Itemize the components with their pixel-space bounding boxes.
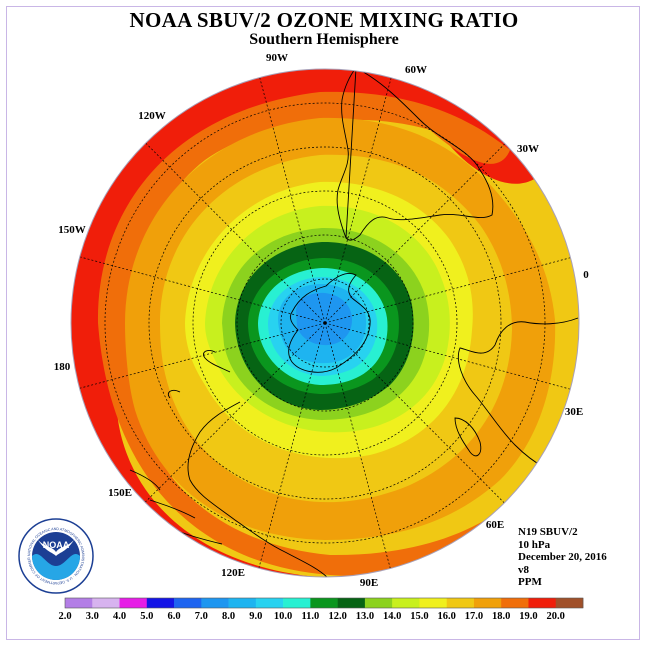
lon-label-0: 0 <box>583 269 589 281</box>
colorbar-tick-label: 7.0 <box>195 611 208 622</box>
colorbar-tick-label: 19.0 <box>519 611 537 622</box>
colorbar-tick-label: 6.0 <box>167 611 180 622</box>
colorbar-swatch <box>283 598 311 608</box>
figure-frame <box>6 6 640 640</box>
coast-australia <box>187 401 329 577</box>
lon-label-150e: 150E <box>108 487 132 499</box>
lon-label-60e: 60E <box>486 519 504 531</box>
graticule <box>104 102 546 544</box>
lon-label-30w: 30W <box>517 143 539 155</box>
lon-label-60w: 60W <box>405 64 427 76</box>
logo-text: NOAA <box>43 540 70 550</box>
lon-label-120e: 120E <box>221 567 245 579</box>
coast-madagascar <box>454 417 482 457</box>
colorbar-swatch <box>501 598 529 608</box>
longitude-labels: 90W 60W 30W 0 30E 60E 90E 120E 150E 180 … <box>54 52 590 589</box>
colorbar-swatch <box>65 598 93 608</box>
lon-label-180: 180 <box>54 361 71 373</box>
colorbar-tick-label: 2.0 <box>58 611 71 622</box>
coast-antarctica <box>288 273 371 373</box>
colorbar-tick-label: 13.0 <box>356 611 374 622</box>
lon-label-120w: 120W <box>138 110 166 122</box>
polar-projection-disc <box>71 69 579 577</box>
ozone-contour-bands <box>71 69 579 577</box>
colorbar-swatch <box>392 598 420 608</box>
colorbar-swatch <box>446 598 475 608</box>
lon-label-90e: 90E <box>360 577 378 589</box>
info-date: December 20, 2016 <box>518 551 607 564</box>
colorbar: 2.0 3.0 4.0 5.0 6.0 7.0 8.0 9.0 10.0 11.0 12.0 13.0… <box>58 597 584 622</box>
colorbar-swatch <box>555 598 584 608</box>
disc-outline <box>70 68 580 578</box>
colorbar-swatch <box>337 598 366 608</box>
colorbar-tick-label: 16.0 <box>437 611 455 622</box>
colorbar-tick-label: 9.0 <box>249 611 262 622</box>
coastlines <box>129 69 579 577</box>
colorbar-swatch <box>146 598 175 608</box>
page-subtitle: Southern Hemisphere <box>249 31 399 48</box>
colorbar-swatch <box>310 598 338 608</box>
colorbar-tick-label: 17.0 <box>465 611 483 622</box>
colorbar-tick-label: 12.0 <box>328 611 346 622</box>
info-block: N19 SBUV/2 10 hPa December 20, 2016 v8 P… <box>518 526 607 589</box>
colorbar-tick-label: 4.0 <box>113 611 126 622</box>
colorbar-swatch <box>473 598 502 608</box>
colorbar-tick-label: 11.0 <box>301 611 319 622</box>
info-units: PPM <box>518 576 542 589</box>
lon-label-150w: 150W <box>58 224 86 236</box>
lon-label-30e: 30E <box>565 406 583 418</box>
colorbar-swatch <box>255 598 284 608</box>
colorbar-swatch <box>92 598 120 608</box>
info-satellite: N19 SBUV/2 <box>518 526 578 538</box>
colorbar-tick-label: 15.0 <box>410 611 428 622</box>
colorbar-swatch <box>528 598 557 608</box>
colorbar-tick-label: 20.0 <box>547 611 565 622</box>
colorbar-swatch <box>364 598 393 608</box>
info-version: v8 <box>518 563 529 576</box>
svg-text:NATIONAL OCEANIC AND ATMOSPHER: NATIONAL OCEANIC AND ATMOSPHERIC ADMINIS… <box>0 0 85 585</box>
coast-south-america <box>336 69 494 241</box>
colorbar-outline <box>64 597 584 609</box>
logo-ring-text: NATIONAL OCEANIC AND ATMOSPHERIC ADMINIS… <box>0 0 85 585</box>
colorbar-swatch <box>419 598 447 608</box>
colorbar-swatch <box>174 598 202 608</box>
colorbar-tick-label: 8.0 <box>222 611 235 622</box>
coast-new-zealand <box>167 349 231 399</box>
colorbar-tick-label: 3.0 <box>86 611 99 622</box>
lon-label-90w: 90W <box>266 52 288 64</box>
colorbar-swatch <box>119 598 148 608</box>
page-title: NOAA SBUV/2 OZONE MIXING RATIO <box>129 8 519 32</box>
info-pressure: 10 hPa <box>518 538 551 551</box>
colorbar-swatch <box>201 598 229 608</box>
coast-africa <box>457 317 579 481</box>
colorbar-tick-label: 18.0 <box>492 611 510 622</box>
colorbar-tick-label: 14.0 <box>383 611 401 622</box>
colorbar-tick-label: 10.0 <box>274 611 292 622</box>
colorbar-tick-label: 5.0 <box>140 611 153 622</box>
colorbar-swatch <box>228 598 257 608</box>
